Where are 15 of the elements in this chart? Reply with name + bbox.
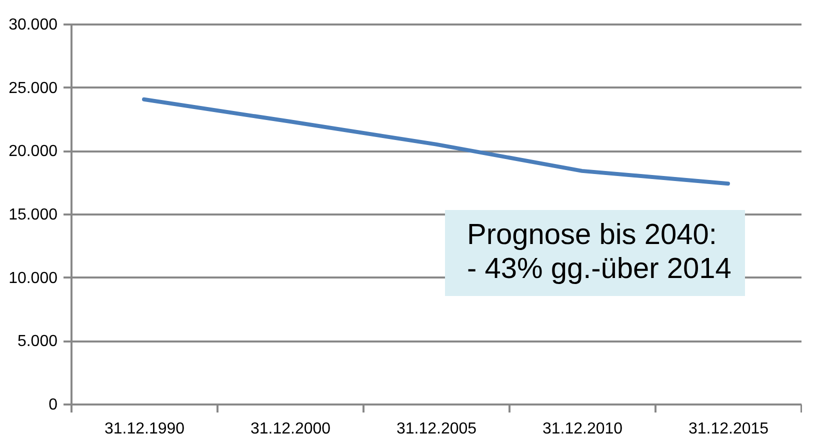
x-tick-label: 31.12.2005 [396,420,477,438]
y-tick-label: 25.000 [8,80,58,97]
y-tick-label: 10.000 [8,270,58,287]
y-tick-label: 15.000 [8,206,58,224]
annotation: - 43% gg.-über 2014 [467,252,732,286]
y-tick-label: 5.000 [17,333,58,350]
annotation: Prognose bis 2040: [467,218,718,252]
y-tick-label: 20.000 [8,143,58,160]
x-tick-label: 31.12.1990 [104,420,185,438]
x-tick-label: 31.12.2015 [688,420,769,438]
y-tick-label: 0 [48,396,58,414]
y-tick-label: 30.000 [8,16,58,34]
x-tick-label: 31.12.2010 [542,420,623,438]
line-series [142,97,730,186]
x-tick-label: 31.12.2000 [250,420,331,438]
